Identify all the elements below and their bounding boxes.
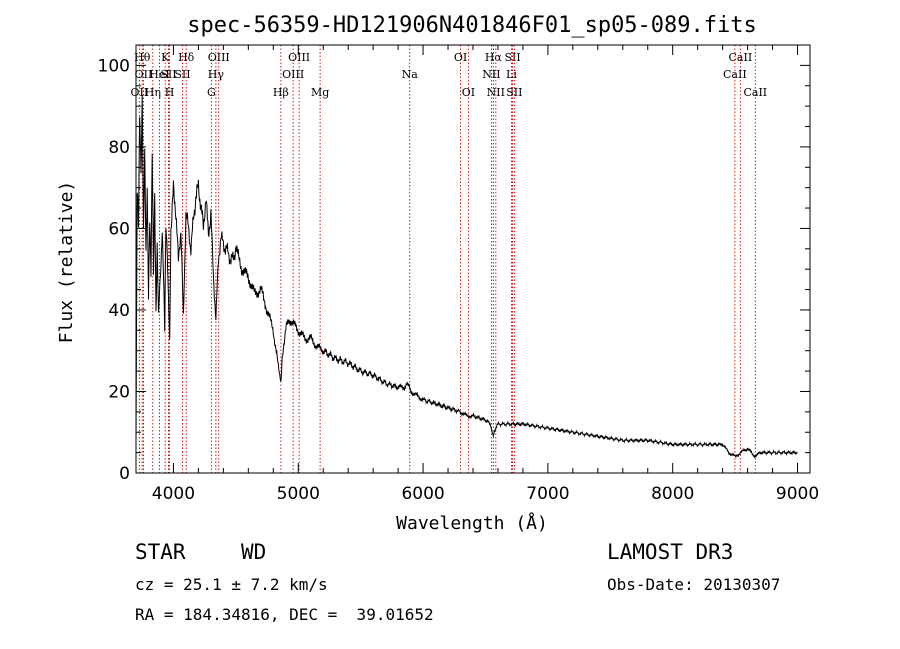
marker-label-22: NII: [487, 86, 505, 99]
x-axis-label: Wavelength (Å): [396, 512, 548, 534]
y-tick-label-1: 20: [108, 382, 130, 402]
x-tick-label-5: 9000: [776, 484, 819, 504]
marker-label-1: Hθ: [134, 51, 151, 64]
marker-label-21: NII: [482, 68, 500, 81]
object-class: STAR: [135, 540, 186, 564]
marker-label-28: CaII: [743, 86, 767, 99]
marker-label-6: SII: [160, 68, 176, 81]
survey-name: LAMOST DR3: [607, 540, 734, 564]
marker-label-10: OIII: [208, 51, 230, 64]
marker-label-13: Hβ: [273, 86, 289, 99]
marker-label-24: Li: [506, 68, 517, 81]
flux-series: [135, 94, 798, 459]
marker-label-27: CaII: [723, 68, 747, 81]
marker-label-23: SII: [504, 51, 520, 64]
series-line-flux: [135, 94, 798, 459]
y-tick-label-2: 40: [108, 301, 130, 321]
coordinates: RA = 184.34816, DEC = 39.01652: [135, 605, 434, 624]
marker-label-16: Mg: [311, 86, 329, 99]
marker-label-26: CaII: [729, 51, 753, 64]
marker-label-14: OIII: [288, 51, 310, 64]
chart-title: spec-56359-HD121906N401846F01_sp05-089.f…: [187, 13, 757, 38]
x-tick-label-1: 5000: [277, 484, 320, 504]
marker-label-19: OI: [462, 86, 475, 99]
marker-label-0: OII: [131, 86, 149, 99]
marker-label-12: G: [207, 86, 216, 99]
y-tick-label-5: 100: [98, 56, 130, 76]
marker-label-4: HeI: [149, 68, 169, 81]
y-tick-label-3: 60: [108, 219, 130, 239]
x-tick-label-3: 7000: [526, 484, 569, 504]
marker-label-8: Hδ: [178, 51, 195, 64]
x-tick-label-0: 4000: [152, 484, 195, 504]
marker-label-7: H: [165, 86, 175, 99]
x-tick-label-4: 8000: [651, 484, 694, 504]
obs-date: Obs-Date: 20130307: [607, 575, 781, 594]
marker-label-18: OI: [454, 51, 467, 64]
y-tick-label-4: 80: [108, 138, 130, 158]
y-axis-label: Flux (relative): [56, 181, 77, 344]
marker-label-3: Hη: [145, 86, 161, 99]
marker-label-9: SII: [174, 68, 190, 81]
plot-frame: [135, 44, 811, 474]
x-tick-label-2: 6000: [401, 484, 444, 504]
marker-label-11: Hγ: [208, 68, 225, 81]
object-subclass: WD: [241, 540, 267, 564]
marker-label-20: Hα: [485, 51, 503, 64]
marker-label-15: OIII: [282, 68, 304, 81]
axis-ticks: 4000 5000 6000 7000 8000 9000 0 20 40 60 80 100: [98, 45, 819, 504]
redshift-readout: cz = 25.1 ± 7.2 km/s: [135, 575, 328, 594]
y-tick-label-0: 0: [119, 464, 130, 484]
marker-label-25: SII: [506, 86, 522, 99]
marker-label-5: K: [161, 51, 170, 64]
marker-label-17: Na: [402, 68, 419, 81]
marker-label-2: OII: [135, 68, 153, 81]
